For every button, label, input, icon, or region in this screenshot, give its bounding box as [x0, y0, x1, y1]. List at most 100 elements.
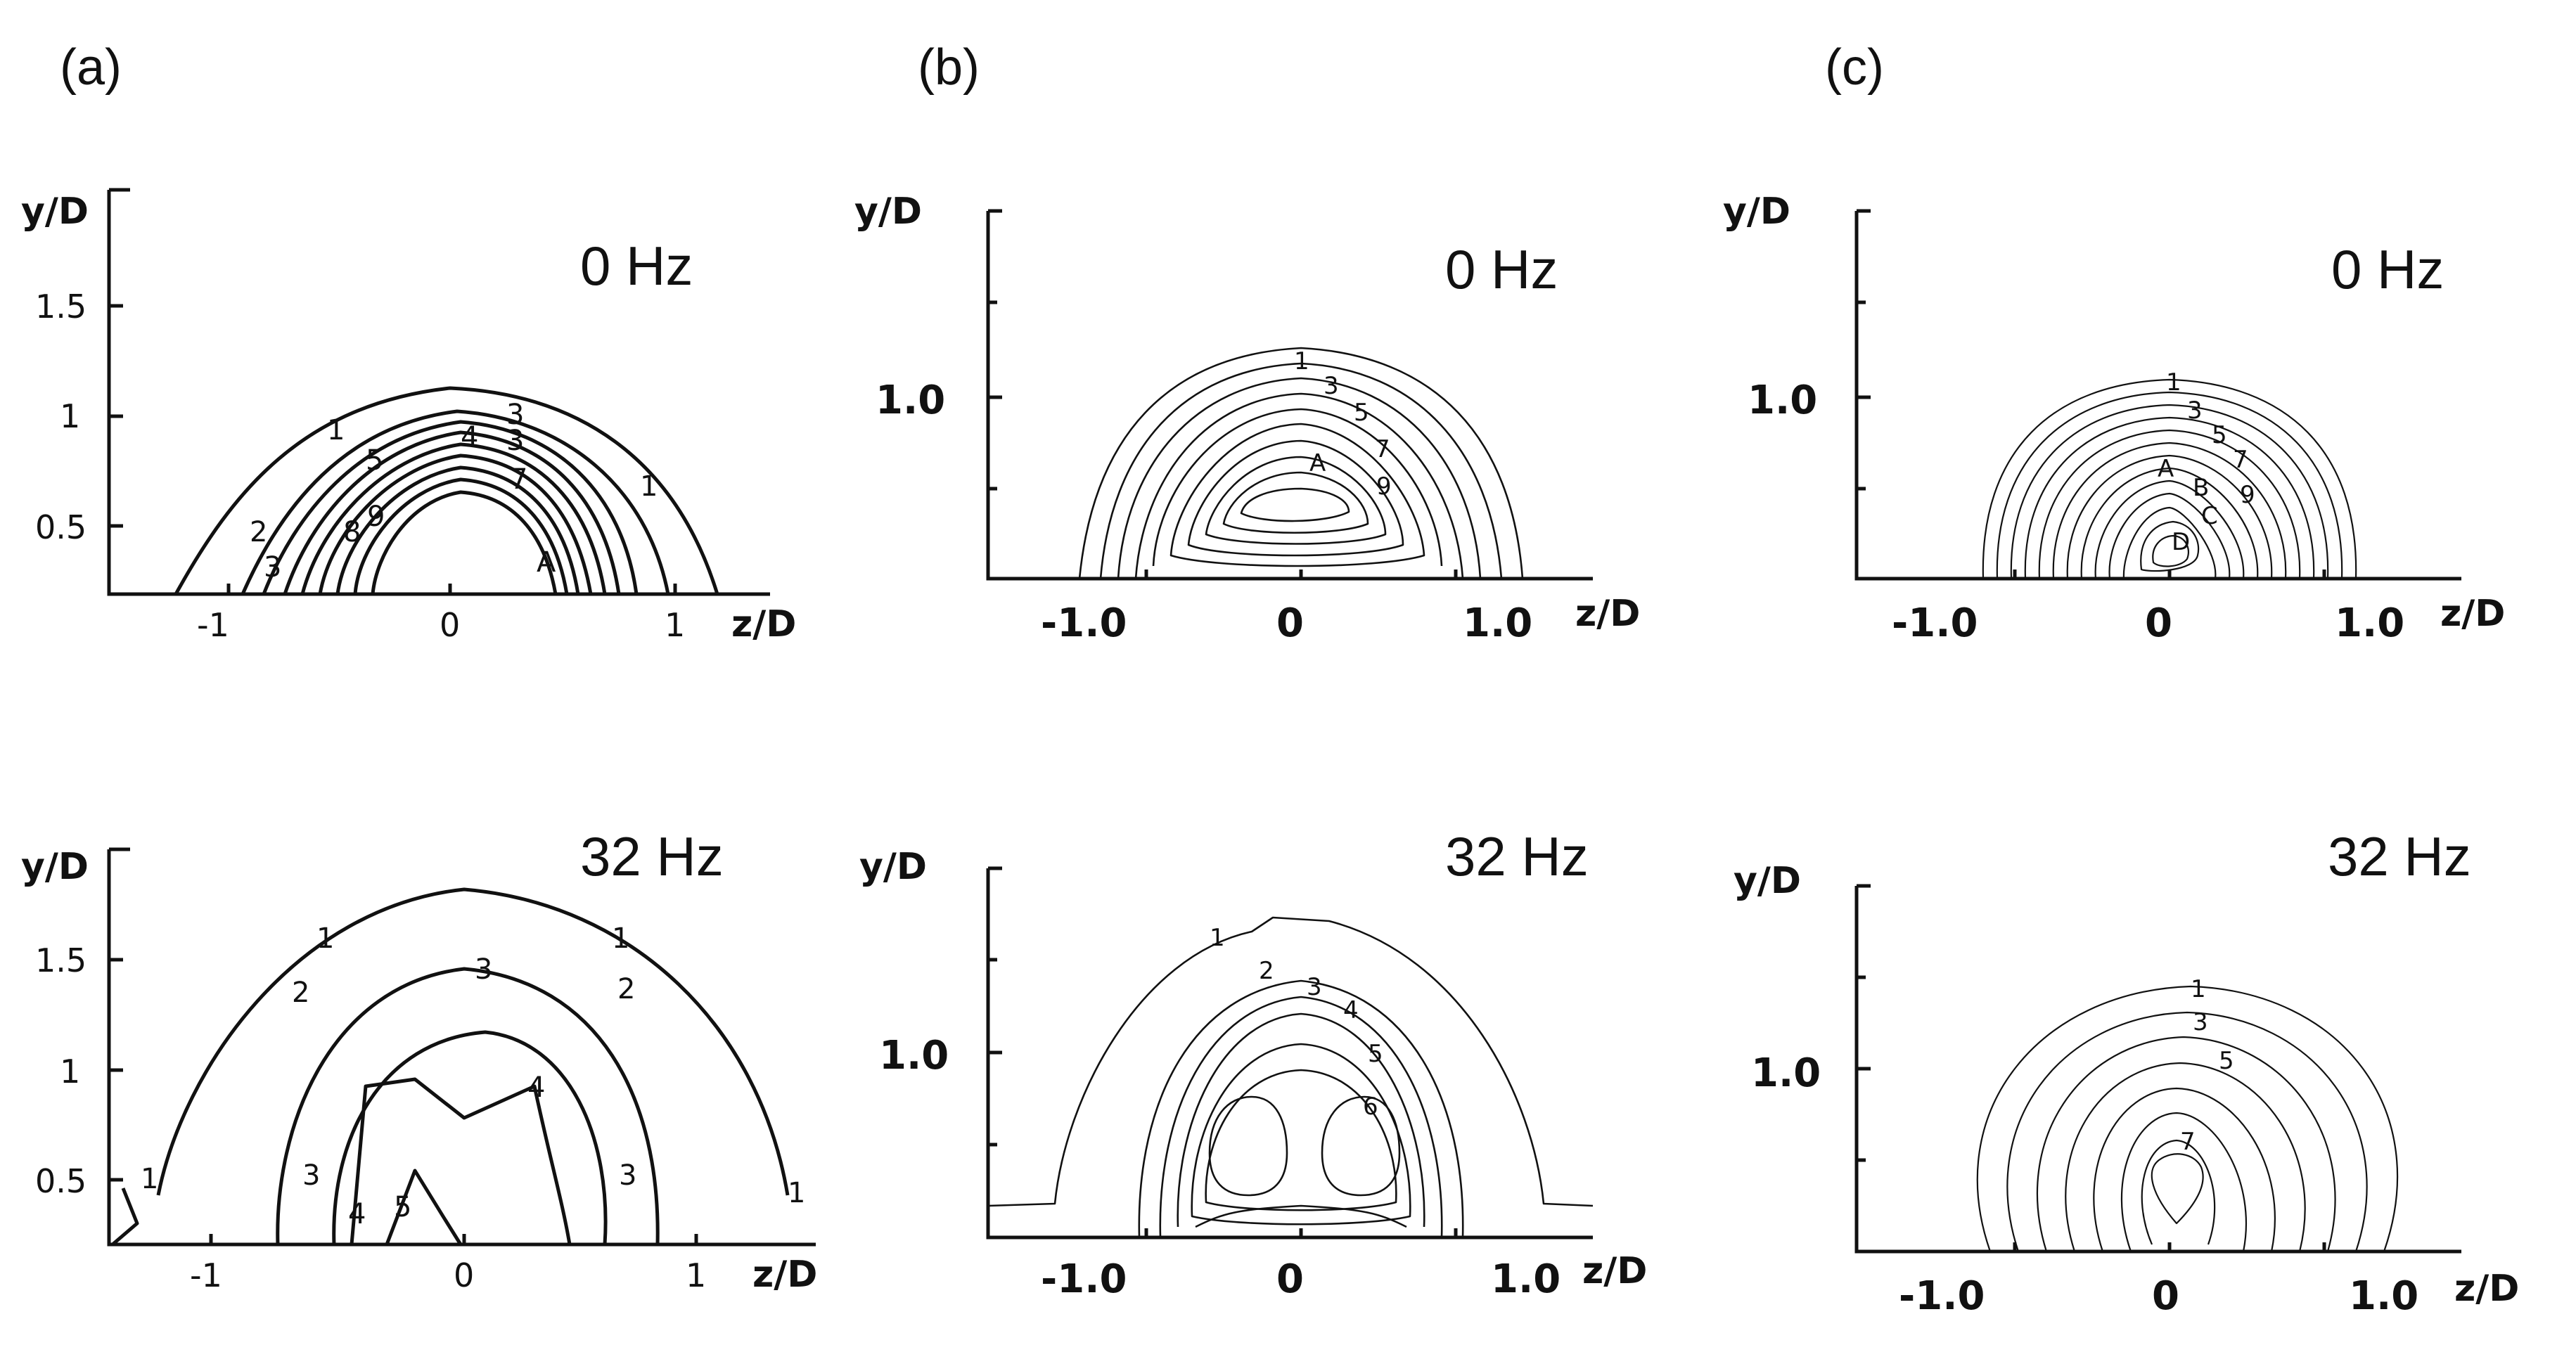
plot-c-top: 0 Hz y/D z/D 1.0 -1.0 0 1.0 1 3: [1723, 191, 2505, 646]
contour-line: [332, 1030, 608, 1245]
panel-letter-b: (b): [918, 39, 980, 96]
contour-labels: 1 3 5 7 A B 9 C D: [2158, 368, 2255, 556]
contour-line: [2010, 404, 2329, 579]
contour-line: [1177, 1012, 1425, 1228]
contour-line: [2065, 1062, 2306, 1252]
x-axis-label: z/D: [1582, 1250, 1647, 1292]
contour-line: [1321, 1095, 1401, 1197]
contour-label: 1: [2191, 975, 2206, 1003]
axis-ticks: [988, 866, 1458, 1237]
contour-line: [350, 1077, 572, 1245]
contour-line: [2080, 467, 2259, 579]
axis-lines: [107, 190, 770, 596]
contour-label: 5: [394, 1191, 411, 1223]
axis-ticks: [109, 188, 677, 594]
contour-line: [300, 442, 607, 595]
contour-label: 1: [141, 1163, 158, 1195]
axes: [986, 866, 1593, 1240]
contour-labels: 1 1 1 1 2 2 3 3 3 4 4 5: [141, 922, 805, 1230]
contour-label: 5: [2219, 1047, 2234, 1075]
axis-ticks: [1857, 884, 2326, 1251]
plot-b-top: 0 Hz y/D z/D 1.0 -1.0 0 1.0 1 3 5 7 9: [854, 191, 1640, 646]
contour-label: 4: [461, 421, 478, 453]
x-tick: 0: [2145, 600, 2172, 646]
contour-lines: [111, 887, 790, 1246]
x-tick: -1: [197, 606, 229, 644]
contour-line: [1205, 456, 1387, 545]
x-tick: 1: [665, 606, 685, 644]
contour-label: 1: [612, 922, 629, 955]
contour-label: 3: [475, 953, 492, 986]
contour-line: [2038, 429, 2301, 579]
x-tick: 0: [440, 606, 460, 644]
x-axis-label: z/D: [2454, 1268, 2519, 1310]
x-tick: -1.0: [1041, 600, 1127, 646]
contour-label: A: [1309, 449, 1326, 477]
contour-label: 1: [316, 922, 334, 955]
contour-line: [2066, 454, 2273, 579]
contour-label: 3: [2193, 1008, 2208, 1036]
contour-line: [2122, 506, 2217, 579]
contour-line: [371, 490, 558, 595]
x-tick: 1.0: [1463, 600, 1532, 646]
contour-line: [2108, 492, 2231, 579]
x-tick: 1.0: [2335, 600, 2404, 646]
x-tick: 1.0: [2349, 1273, 2418, 1319]
axes: [1854, 209, 2461, 581]
contour-lines: [1078, 347, 1524, 579]
contour-line: [1996, 391, 2343, 579]
axis-ticks: [109, 847, 698, 1244]
plot-c-bottom: 32 Hz y/D z/D 1.0 -1.0 0 1.0 1 3 5 7: [1734, 825, 2519, 1319]
contour-label: 7: [2233, 446, 2248, 474]
contour-label: 3: [264, 551, 281, 584]
freq-label: 0 Hz: [2331, 238, 2444, 300]
freq-label: 32 Hz: [580, 825, 724, 887]
contour-line: [241, 409, 670, 596]
y-axis-label: y/D: [859, 846, 927, 888]
contour-label: 9: [2240, 481, 2255, 509]
contour-line: [262, 420, 639, 595]
contour-labels: 1 2 3 4 5 6: [1210, 924, 1383, 1121]
contour-label: 1: [327, 414, 345, 446]
contour-label: 6: [1363, 1093, 1378, 1121]
y-tick: 1.5: [35, 941, 86, 979]
axes: [986, 209, 1593, 581]
contour-label: 2: [1259, 957, 1274, 985]
contour-label: 7: [2180, 1128, 2196, 1156]
x-axis-label: z/D: [752, 1254, 817, 1296]
contour-label: 3: [506, 425, 524, 457]
x-tick: 0: [1276, 1256, 1304, 1302]
x-tick: 1: [686, 1256, 706, 1294]
plot-a-top: 0 Hz y/D z/D 1.5 1 0.5 -1 0 1 1 1 2 3: [21, 188, 796, 645]
x-tick: -1.0: [1899, 1273, 1985, 1319]
contour-line: [335, 465, 580, 595]
contour-label: 1: [788, 1177, 805, 1209]
y-axis-label: y/D: [1734, 860, 1801, 902]
contour-line: [1159, 996, 1443, 1238]
contour-label: 4: [348, 1198, 366, 1230]
axis-ticks: [988, 209, 1458, 579]
y-tick: 1.0: [879, 1033, 949, 1079]
contour-label: 3: [619, 1159, 636, 1192]
axis-lines: [986, 211, 1593, 581]
contour-line: [2006, 1011, 2368, 1252]
contour-line: [1976, 985, 2399, 1252]
contour-label: B: [2193, 474, 2209, 502]
x-tick: -1: [190, 1256, 222, 1294]
contour-line: [111, 1188, 139, 1246]
contour-lines: [987, 916, 1594, 1238]
contour-line: [1138, 979, 1464, 1238]
freq-label: 0 Hz: [1445, 238, 1558, 300]
contour-line: [2120, 1112, 2247, 1252]
contour-label: 3: [2187, 397, 2203, 425]
y-tick: 1: [60, 1053, 80, 1090]
contour-line: [1191, 1043, 1411, 1225]
y-tick: 0.5: [35, 1162, 86, 1200]
contour-labels: 1 1 2 3 3 3 4 5 7 8 9 A: [250, 399, 658, 584]
contour-label: 3: [1307, 973, 1322, 1001]
contour-label: 5: [1354, 399, 1369, 427]
x-tick: -1.0: [1041, 1256, 1127, 1302]
contour-line: [1187, 439, 1404, 557]
contour-line: [2024, 416, 2315, 579]
contour-line: [987, 916, 1594, 1207]
